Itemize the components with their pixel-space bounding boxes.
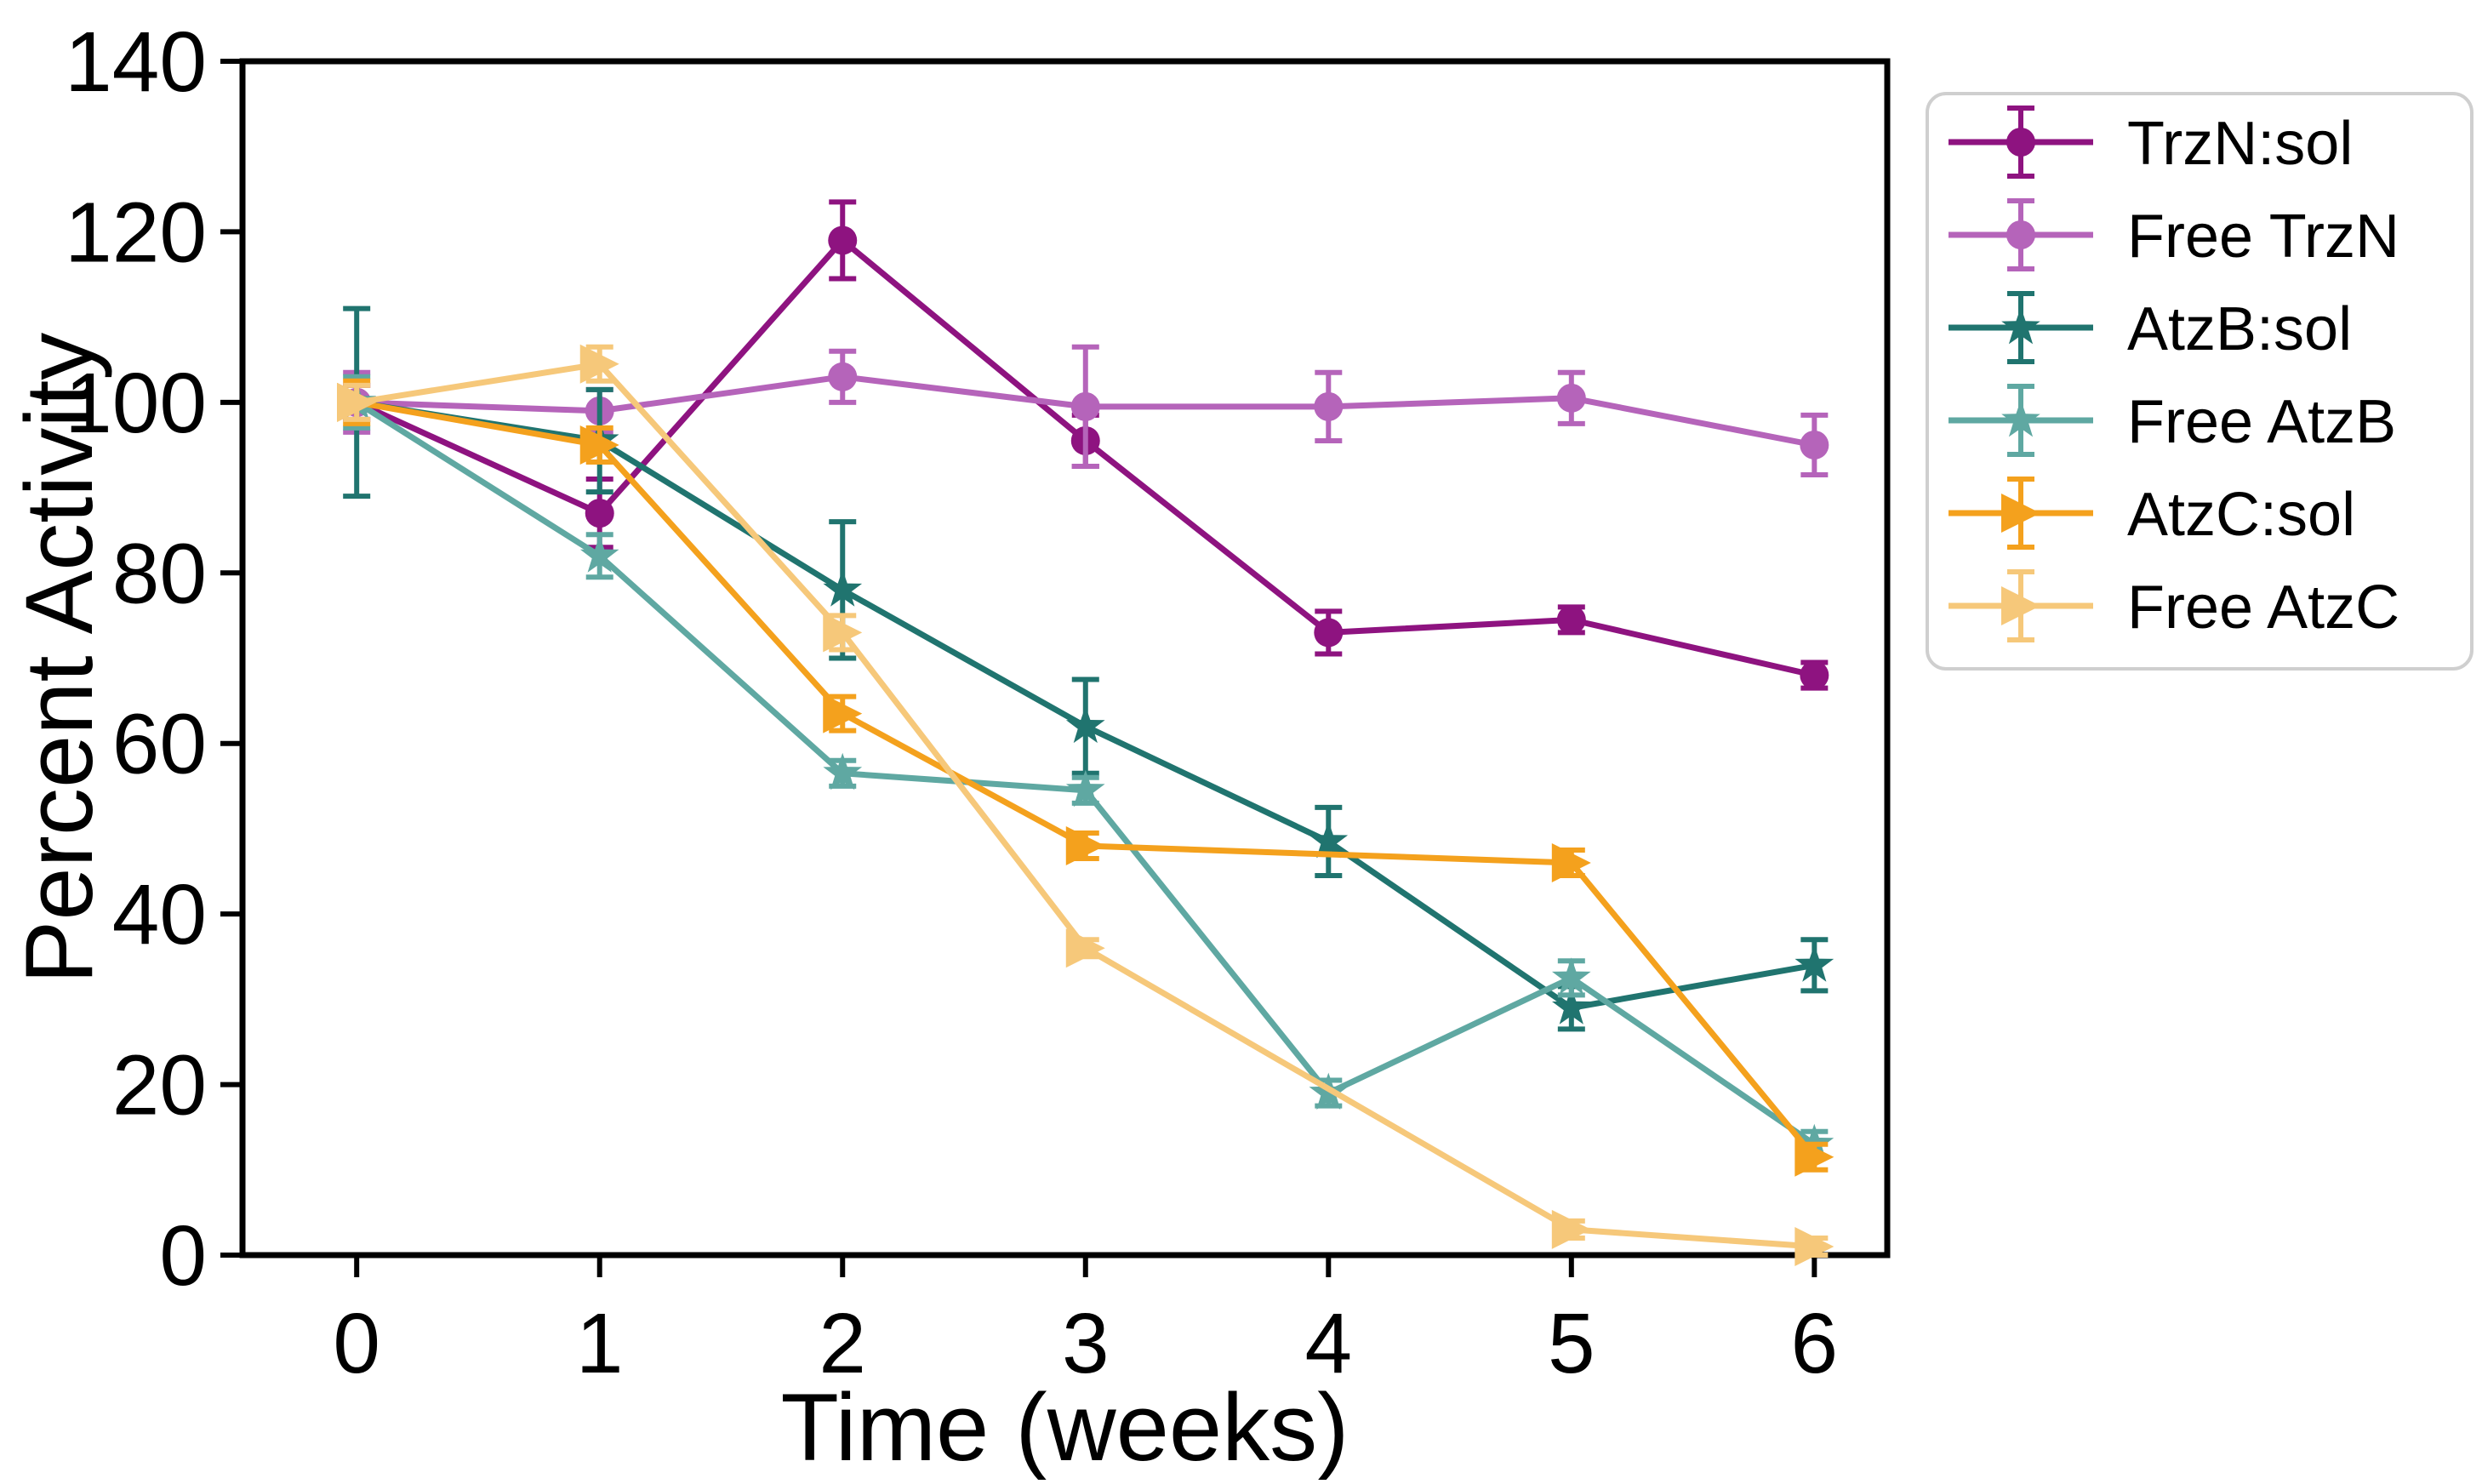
series-atzb-sol-marker [1065,705,1105,744]
y-tick-label: 80 [112,526,207,621]
y-axis-label: Percent Activity [6,333,112,985]
series-free-atzb-marker [823,752,863,791]
legend-label: Free AtzB [2127,388,2396,456]
y-tick-label: 40 [112,867,207,962]
legend-item-free-atzc: Free AtzC [1949,569,2399,642]
x-axis-label: Time (weeks) [781,1374,1349,1480]
series-free-trzn-marker [1556,383,1586,413]
triangle-right-icon [2001,586,2040,625]
series-free-atzc-marker [1551,1209,1591,1249]
series-atzb-sol-marker [823,569,863,607]
series-atzc-sol-marker [1065,825,1105,865]
series-free-atzc-line [353,361,1817,1250]
series-atzb-sol-marker [1794,945,1834,982]
series-free-atzc-marker [823,613,863,653]
series-free-trzn [342,344,1829,478]
y-tick-label: 120 [65,185,207,280]
series-group [337,199,1834,1266]
series-free-atzc-marker [1065,928,1105,968]
legend-item-trzn-sol: TrzN:sol [1949,106,2353,179]
star-icon [2001,400,2040,437]
series-free-atzc-marker [1794,1226,1834,1266]
y-tick-label: 0 [159,1208,207,1304]
series-free-atzb-marker [579,535,619,573]
star-icon [2001,307,2040,345]
legend-item-atzb-sol: AtzB:sol [1949,291,2352,364]
legend-label: AtzC:sol [2127,481,2355,549]
series-atzc-sol-marker [579,425,619,465]
legend-label: Free AtzC [2127,574,2399,642]
triangle-right-icon [2001,494,2040,533]
y-tick-label: 60 [112,697,207,792]
x-tick-label: 1 [576,1296,624,1391]
series-free-atzc-marker [337,382,377,422]
y-tick-label: 100 [65,356,207,451]
series-atzc-sol-marker [1794,1137,1834,1177]
plot-frame [239,58,1891,1259]
series-free-trzn-marker [1314,391,1344,421]
series-free-trzn-marker [828,362,858,391]
series-trzn-sol-marker [585,499,614,528]
series-trzn-sol-marker [1800,660,1829,690]
series-atzb-sol-marker [1552,987,1591,1025]
legend-item-free-atzb: Free AtzB [1949,384,2396,457]
series-atzb-sol-marker [1309,821,1349,859]
legend-label: AtzB:sol [2127,295,2352,363]
series-trzn-sol-marker [1556,605,1586,635]
series-trzn-sol-marker [1314,618,1344,648]
series-free-atzc-marker [579,344,619,384]
series-free-trzn-marker [1800,430,1829,459]
legend-label: Free TrzN [2127,203,2399,271]
series-free-trzn-marker [1070,391,1100,421]
y-tick-label: 140 [65,14,207,110]
series-free-atzb-marker [1065,769,1105,808]
circle-icon [2006,220,2035,249]
legend: TrzN:sol Free TrzN AtzB:sol Free AtzB AtzC:s… [1926,92,2473,671]
series-atzc-sol-marker [823,693,863,733]
circle-icon [2006,128,2035,157]
series-trzn-sol-marker [828,225,858,255]
series-free-atzc [337,344,1834,1266]
legend-label: TrzN:sol [2127,110,2353,178]
x-tick-label: 4 [1304,1296,1352,1391]
x-tick-label: 2 [819,1296,866,1391]
x-tick-label: 0 [333,1296,380,1391]
legend-item-free-trzn: Free TrzN [1949,198,2399,271]
series-atzc-sol-line [353,399,1817,1161]
y-tick-label: 20 [112,1038,207,1133]
legend-item-atzc-sol: AtzC:sol [1949,477,2355,550]
x-tick-label: 6 [1791,1296,1839,1391]
series-free-atzb-marker [1552,957,1591,995]
series-atzc-sol-marker [1551,843,1591,883]
x-tick-label: 3 [1062,1296,1110,1391]
x-tick-label: 5 [1548,1296,1595,1391]
